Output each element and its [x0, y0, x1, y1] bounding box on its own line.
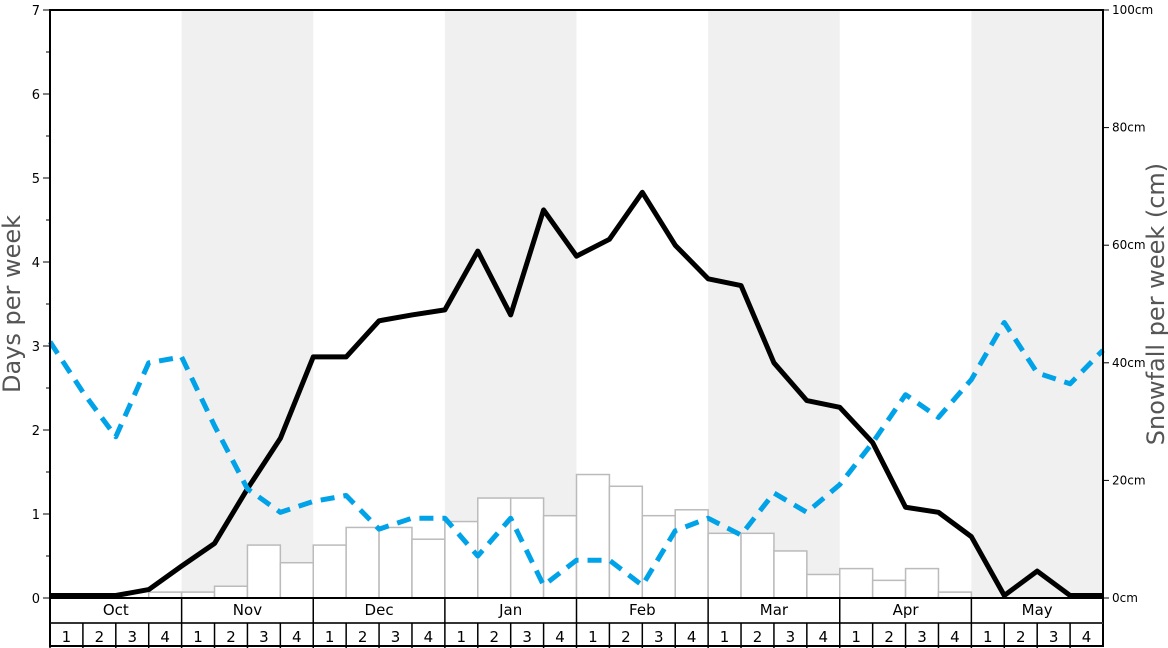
snowfall-bar: [411, 538, 446, 599]
week-label: 2: [753, 628, 763, 646]
y-tick-label: 5: [32, 172, 40, 187]
snowfall-bar: [345, 526, 380, 599]
week-label: 3: [522, 628, 532, 646]
month-label: Apr: [893, 601, 920, 619]
snowfall-bar: [904, 567, 940, 599]
week-label: 4: [819, 628, 829, 646]
week-label: 2: [1016, 628, 1026, 646]
week-label: 3: [654, 628, 664, 646]
week-label: 2: [95, 628, 105, 646]
snowfall-bar: [575, 473, 611, 599]
snowfall-bar: [839, 567, 874, 599]
week-label: 1: [588, 628, 598, 646]
y2-axis-label: Snowfall per week (cm): [1142, 163, 1168, 445]
week-label: 4: [1082, 628, 1092, 646]
month-label: Oct: [103, 601, 129, 619]
week-label: 4: [687, 628, 697, 646]
y2-tick-label: 20cm: [1112, 473, 1146, 487]
y2-tick-label: 0cm: [1112, 591, 1138, 605]
week-label: 4: [950, 628, 960, 646]
month-label: Mar: [760, 601, 789, 619]
snowfall-bar: [246, 544, 282, 599]
snowfall-bar: [871, 579, 907, 599]
month-label: Feb: [629, 601, 656, 619]
snowfall-bar: [740, 532, 775, 599]
snowfall-bar: [806, 573, 841, 599]
week-label: 3: [391, 628, 401, 646]
y2-tick-label: 80cm: [1112, 121, 1146, 135]
month-shade: [971, 10, 1103, 598]
week-label: 3: [786, 628, 796, 646]
week-label: 1: [983, 628, 993, 646]
snowfall-bar: [773, 550, 808, 599]
month-label: May: [1022, 601, 1053, 619]
snowfall-bar: [444, 520, 479, 599]
month-shade: [708, 10, 840, 598]
week-label: 1: [325, 628, 335, 646]
y-axis-label: Days per week: [0, 215, 26, 393]
month-label: Nov: [233, 601, 262, 619]
week-label: 3: [1049, 628, 1059, 646]
snowfall-bar: [542, 514, 578, 599]
week-label: 3: [127, 628, 137, 646]
snowfall-bar: [312, 544, 347, 599]
week-label: 1: [851, 628, 861, 646]
month-label: Dec: [365, 601, 394, 619]
snowfall-bar: [509, 497, 545, 599]
week-label: 3: [917, 628, 927, 646]
week-label: 4: [160, 628, 170, 646]
week-label: 2: [621, 628, 631, 646]
dashed-series-line: [47, 319, 1105, 588]
y2-tick-label: 40cm: [1112, 356, 1146, 370]
week-label: 1: [457, 628, 467, 646]
snowfall-bar: [279, 561, 314, 599]
y-tick-label: 6: [32, 88, 40, 103]
month-shade: [181, 10, 314, 598]
y-tick-label: 2: [32, 424, 40, 439]
snowfall-bar: [213, 585, 249, 599]
week-label: 4: [292, 628, 302, 646]
week-label: 2: [226, 628, 236, 646]
y2-tick-label: 100cm: [1112, 3, 1153, 17]
y-tick-label: 7: [32, 4, 40, 19]
solid-series-line: [50, 189, 1103, 598]
week-label: 1: [193, 628, 203, 646]
week-label: 3: [259, 628, 269, 646]
week-label: 4: [424, 628, 434, 646]
snowfall-bar: [378, 526, 413, 599]
snowfall-bar: [707, 532, 742, 599]
week-label: 4: [555, 628, 565, 646]
y-tick-label: 4: [32, 256, 40, 271]
week-label: 2: [884, 628, 894, 646]
y-tick-label: 0: [32, 592, 40, 607]
week-label: 2: [358, 628, 368, 646]
week-label: 2: [489, 628, 499, 646]
snowfall-bar: [477, 497, 512, 599]
y-tick-label: 3: [32, 340, 40, 355]
week-label: 1: [62, 628, 72, 646]
month-label: Jan: [498, 601, 522, 619]
y-tick-label: 1: [32, 508, 40, 523]
week-label: 1: [720, 628, 730, 646]
y2-tick-label: 60cm: [1112, 238, 1146, 252]
